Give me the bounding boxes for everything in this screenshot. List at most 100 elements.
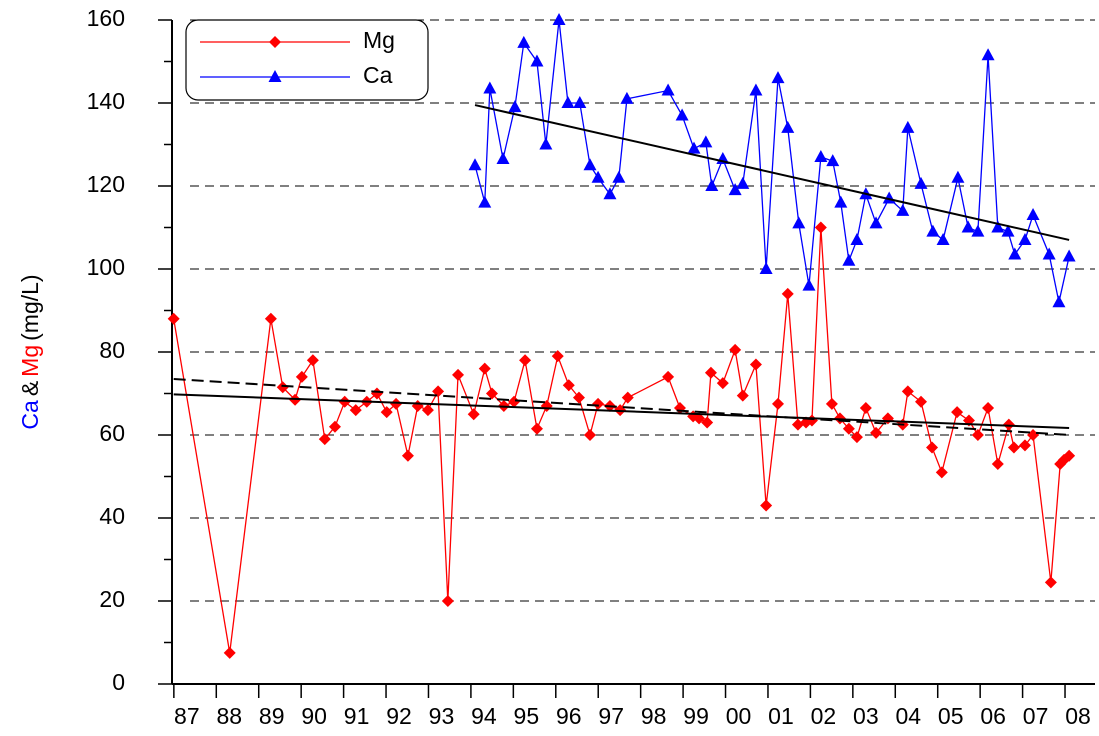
- diamond-marker: [842, 422, 855, 435]
- x-tick-label: 07: [1023, 703, 1049, 729]
- diamond-marker: [349, 404, 362, 417]
- x-tick-label: 05: [938, 703, 964, 729]
- diamond-marker: [411, 399, 424, 412]
- triangle-marker: [826, 154, 840, 167]
- diamond-marker: [901, 385, 914, 398]
- series-line: [474, 19, 1070, 303]
- diamond-marker: [825, 397, 838, 410]
- triangle-marker: [478, 195, 492, 208]
- diamond-marker: [1002, 418, 1015, 431]
- triangle-marker: [620, 91, 634, 104]
- triangle-marker: [517, 35, 531, 48]
- diamond-marker: [295, 370, 308, 383]
- diamond-marker: [859, 402, 872, 415]
- x-tick-label: 94: [471, 703, 497, 729]
- triangle-marker: [1042, 247, 1056, 260]
- diamond-marker: [1063, 449, 1076, 462]
- triangle-marker: [936, 232, 950, 245]
- diamond-marker: [508, 395, 521, 408]
- x-tick-label: 04: [895, 703, 921, 729]
- trend-line: [474, 104, 1070, 241]
- triangle-marker: [496, 152, 510, 165]
- x-tick-label: 88: [216, 703, 242, 729]
- diamond-marker: [1018, 439, 1031, 452]
- diamond-marker: [771, 397, 784, 410]
- diamond-marker: [421, 404, 434, 417]
- triangle-marker: [736, 176, 750, 189]
- x-tick-label: 00: [726, 703, 752, 729]
- triangle-marker: [483, 81, 497, 94]
- diamond-marker: [729, 343, 742, 356]
- y-axis-label: Ca & Mg (mg/L): [17, 274, 43, 429]
- diamond-marker: [390, 397, 403, 410]
- x-tick-label: 87: [174, 703, 200, 729]
- y-label-part: Mg: [17, 345, 43, 377]
- triangle-marker: [1062, 249, 1076, 262]
- diamond-marker: [662, 370, 675, 383]
- diamond-marker: [401, 449, 414, 462]
- x-tick-label: 06: [980, 703, 1006, 729]
- triangle-marker: [842, 253, 856, 266]
- triangle-marker: [1001, 224, 1015, 237]
- y-tick-label: 0: [112, 669, 125, 695]
- triangle-marker: [603, 187, 617, 200]
- diamond-marker: [781, 287, 794, 300]
- triangle-marker: [869, 216, 883, 229]
- x-tick-label: 02: [811, 703, 837, 729]
- diamond-marker: [1044, 576, 1057, 589]
- triangle-marker: [951, 170, 965, 183]
- x-tick-label: 93: [429, 703, 455, 729]
- triangle-marker: [583, 158, 597, 171]
- triangle-marker: [561, 96, 575, 108]
- diamond-marker: [814, 221, 827, 234]
- triangle-marker: [814, 149, 828, 162]
- diamond-marker: [380, 406, 393, 419]
- triangle-marker: [1008, 247, 1022, 260]
- diamond-marker: [452, 368, 465, 381]
- y-tick-label: 160: [87, 5, 125, 31]
- diamond-marker: [760, 499, 773, 512]
- x-tick-label: 97: [598, 703, 624, 729]
- diamond-marker: [223, 646, 236, 659]
- diamond-marker: [951, 406, 964, 419]
- triangle-marker: [834, 195, 848, 208]
- triangle-marker: [268, 70, 282, 82]
- triangle-marker: [508, 100, 522, 113]
- diamond-marker: [704, 366, 717, 379]
- diamond-marker: [870, 426, 883, 439]
- triangle-marker: [771, 71, 785, 84]
- diamond-marker: [167, 312, 180, 325]
- triangle-marker: [1052, 295, 1066, 308]
- triangle-marker: [675, 108, 689, 121]
- triangle-marker: [802, 278, 816, 291]
- trend-line: [173, 393, 1070, 429]
- diamond-marker: [370, 387, 383, 400]
- x-tick-label: 08: [1065, 703, 1091, 729]
- triangle-marker: [1018, 232, 1032, 245]
- triangle-marker: [850, 232, 864, 245]
- diamond-marker: [982, 402, 995, 415]
- y-tick-label: 140: [87, 88, 125, 114]
- diamond-marker: [991, 458, 1004, 471]
- triangle-marker: [728, 183, 742, 196]
- triangle-marker: [699, 135, 713, 148]
- triangle-marker: [612, 170, 626, 183]
- triangle-marker: [971, 224, 985, 237]
- triangle-marker: [901, 120, 915, 133]
- diamond-marker: [467, 408, 480, 421]
- triangle-marker: [926, 224, 940, 237]
- triangle-marker: [991, 220, 1005, 233]
- diamond-marker: [318, 433, 331, 446]
- diamond-marker: [269, 36, 281, 48]
- diamond-marker: [736, 389, 749, 402]
- diamond-marker: [749, 358, 762, 371]
- diamond-marker: [935, 466, 948, 479]
- diamond-marker: [264, 312, 277, 325]
- diamond-marker: [915, 395, 928, 408]
- triangle-marker: [781, 120, 795, 133]
- x-tick-label: 90: [301, 703, 327, 729]
- triangle-marker: [759, 262, 773, 274]
- diamond-marker: [1007, 441, 1020, 454]
- legend-label: Ca: [363, 62, 393, 88]
